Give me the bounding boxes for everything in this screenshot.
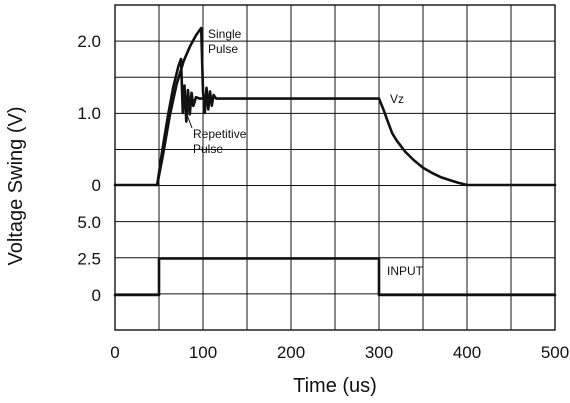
annotation-leader-repetitive	[185, 111, 193, 129]
x-tick-label: 400	[453, 343, 481, 362]
series-line-vz	[377, 97, 557, 187]
annotation-repetitive-pulse: Repetitive Pulse	[193, 127, 250, 156]
annotation-vz: Vz	[390, 92, 404, 106]
series-line-single-pulse	[113, 26, 381, 187]
x-axis-ticks: 0 100 200 300 400 500	[110, 343, 569, 362]
y-axis-ticks: 2.0 1.0 0 5.0 2.5 0	[77, 32, 101, 305]
series-line-repetitive-pulse	[155, 57, 205, 187]
y-tick-label: 1.0	[77, 104, 101, 123]
x-tick-label: 200	[277, 343, 305, 362]
annotation-single-pulse: Single Pulse	[208, 27, 245, 56]
annotation-input: INPUT	[387, 264, 424, 278]
y-tick-label: 0	[92, 176, 101, 195]
y-tick-label: 5.0	[77, 213, 101, 232]
grid-lines	[115, 5, 555, 330]
x-tick-label: 0	[110, 343, 119, 362]
series-lines	[113, 26, 557, 297]
y-tick-label: 0	[92, 286, 101, 305]
y-tick-label: 2.0	[77, 32, 101, 51]
series-line-input	[113, 257, 557, 297]
plot-frame	[114, 4, 556, 331]
x-axis-title: Time (us)	[293, 375, 377, 397]
y-tick-label: 2.5	[77, 250, 101, 269]
x-tick-label: 500	[541, 343, 569, 362]
x-tick-label: 100	[189, 343, 217, 362]
y-axis-title: Voltage Swing (V)	[5, 107, 27, 266]
x-tick-label: 300	[365, 343, 393, 362]
